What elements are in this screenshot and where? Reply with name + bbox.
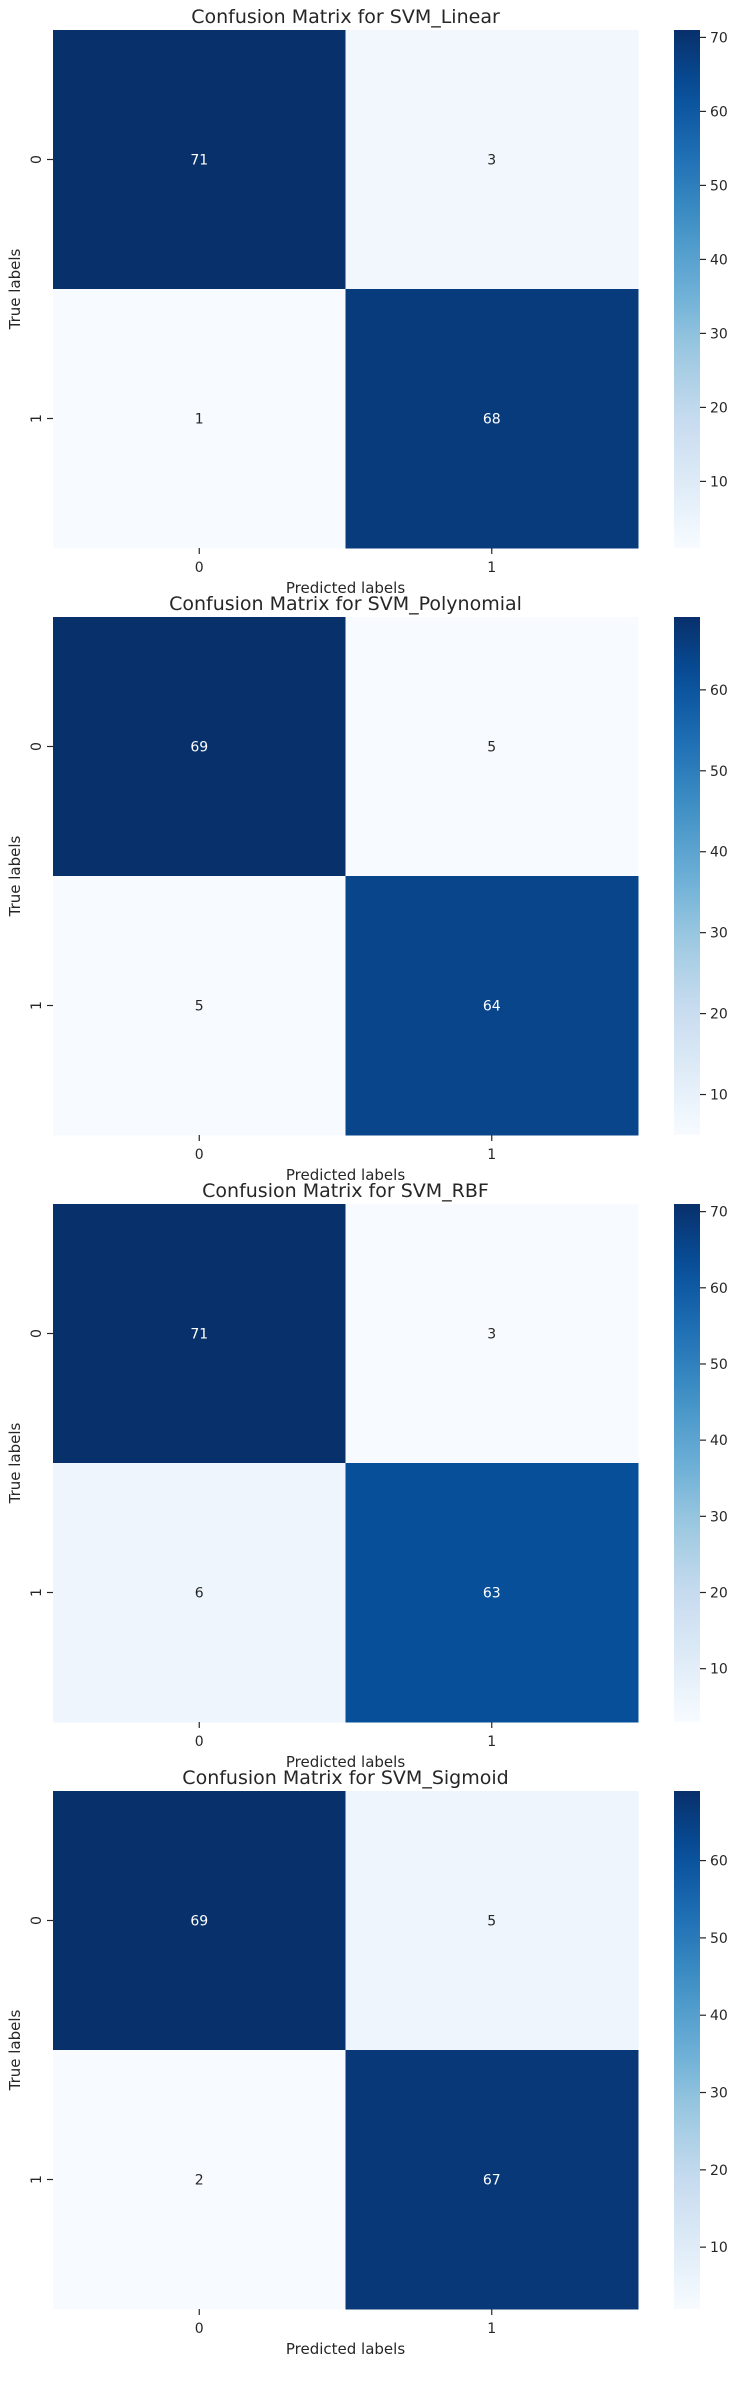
cell-value-label: 1 [195,412,204,428]
heatmap-cell [53,1204,346,1464]
cell-value-label: 64 [483,999,501,1015]
cell-value-label: 71 [190,1327,208,1343]
cell-value-label: 5 [487,1914,496,1930]
x-axis-label: Predicted labels [286,2340,405,2358]
colorbar-tick-label: 70 [710,1205,728,1221]
colorbar-tick-label: 30 [710,926,728,942]
heatmap-cell [345,289,639,549]
colorbar-tick-label: 40 [710,845,728,861]
confusion-matrix-panel: Confusion Matrix for SVM_Polynomial 69 5 5 6… [6,593,728,1184]
cell-value-label: 3 [487,153,496,169]
colorbar-tick-label: 50 [710,1357,728,1373]
cell-value-label: 63 [483,1586,501,1602]
x-tick-label: 1 [487,560,496,576]
heatmap-cell [53,2050,346,2310]
colorbar [674,30,700,548]
cell-value-label: 67 [483,2173,501,2189]
cell-value-label: 2 [195,2173,204,2189]
cell-value-label: 5 [195,999,204,1015]
cell-value-label: 6 [195,1586,204,1602]
x-tick-label: 1 [487,1734,496,1750]
colorbar-tick-label: 40 [710,2008,728,2024]
heatmap-cell [53,289,346,549]
colorbar-tick-label: 10 [710,2240,728,2256]
y-tick-label: 1 [29,1588,45,1597]
colorbar-tick-label: 10 [710,1662,728,1678]
heatmap-cell [345,1791,639,2051]
x-tick-label: 1 [487,1147,496,1163]
heatmap-cell [345,1204,639,1464]
x-tick-label: 1 [487,2321,496,2337]
confusion-matrix-panel: Confusion Matrix for SVM_RBF 71 3 6 63 0 1 Pred… [6,1180,728,1771]
y-tick-label: 1 [29,1001,45,1010]
cell-value-label: 69 [190,1914,208,1930]
colorbar [674,1791,700,2309]
heatmap-cell [53,1463,346,1723]
y-tick-label: 1 [29,2175,45,2184]
colorbar-tick-label: 60 [710,683,728,699]
heatmap-cell [53,30,346,290]
colorbar-tick-label: 40 [710,1433,728,1449]
colorbar-tick-label: 10 [710,474,728,490]
colorbar-tick-label: 10 [710,1088,728,1104]
colorbar-tick-label: 70 [710,30,728,46]
heatmap-cell [345,2050,639,2310]
chart-title: Confusion Matrix for SVM_Linear [191,6,500,28]
x-tick-label: 0 [195,1147,204,1163]
cell-value-label: 3 [487,1327,496,1343]
y-tick-label: 0 [29,155,45,164]
confusion-matrix-panel: Confusion Matrix for SVM_Linear 71 3 1 68 0 1 P… [6,6,728,597]
colorbar-tick-label: 50 [710,1931,728,1947]
y-axis-label: True labels [6,835,24,917]
colorbar-tick-label: 60 [710,1281,728,1297]
x-tick-label: 0 [195,1734,204,1750]
chart-title: Confusion Matrix for SVM_RBF [202,1180,489,1202]
colorbar-tick-label: 40 [710,252,728,268]
colorbar-tick-label: 20 [710,400,728,416]
chart-title: Confusion Matrix for SVM_Polynomial [169,593,522,615]
heatmap-cell [345,1463,639,1723]
heatmap-cell [53,617,346,877]
chart-title: Confusion Matrix for SVM_Sigmoid [182,1767,508,1789]
x-tick-label: 0 [195,560,204,576]
colorbar [674,617,700,1135]
colorbar-tick-label: 60 [710,104,728,120]
x-axis-label: Predicted labels [286,1166,405,1184]
x-axis-label: Predicted labels [286,1753,405,1771]
heatmap-cell [53,1791,346,2051]
heatmap-cell [345,617,639,877]
x-tick-label: 0 [195,2321,204,2337]
heatmap-cell [345,30,639,290]
colorbar-tick-label: 30 [710,326,728,342]
y-tick-label: 0 [29,1329,45,1338]
colorbar [674,1204,700,1722]
colorbar-tick-label: 20 [710,1007,728,1023]
confusion-matrix-panel: Confusion Matrix for SVM_Sigmoid 69 5 2 67 0 1… [6,1767,728,2358]
colorbar-tick-label: 20 [710,2163,728,2179]
y-tick-label: 0 [29,1916,45,1925]
cell-value-label: 5 [487,740,496,756]
colorbar-tick-label: 30 [710,2086,728,2102]
y-axis-label: True labels [6,1422,24,1504]
y-tick-label: 0 [29,742,45,751]
x-axis-label: Predicted labels [286,579,405,597]
colorbar-tick-label: 20 [710,1586,728,1602]
y-axis-label: True labels [6,2009,24,2091]
cell-value-label: 71 [190,153,208,169]
colorbar-tick-label: 50 [710,178,728,194]
colorbar-tick-label: 60 [710,1854,728,1870]
cell-value-label: 68 [483,412,501,428]
y-axis-label: True labels [6,248,24,330]
cell-value-label: 69 [190,740,208,756]
colorbar-tick-label: 50 [710,764,728,780]
colorbar-tick-label: 30 [710,1509,728,1525]
y-tick-label: 1 [29,414,45,423]
heatmap-cell [345,876,639,1136]
heatmap-cell [53,876,346,1136]
